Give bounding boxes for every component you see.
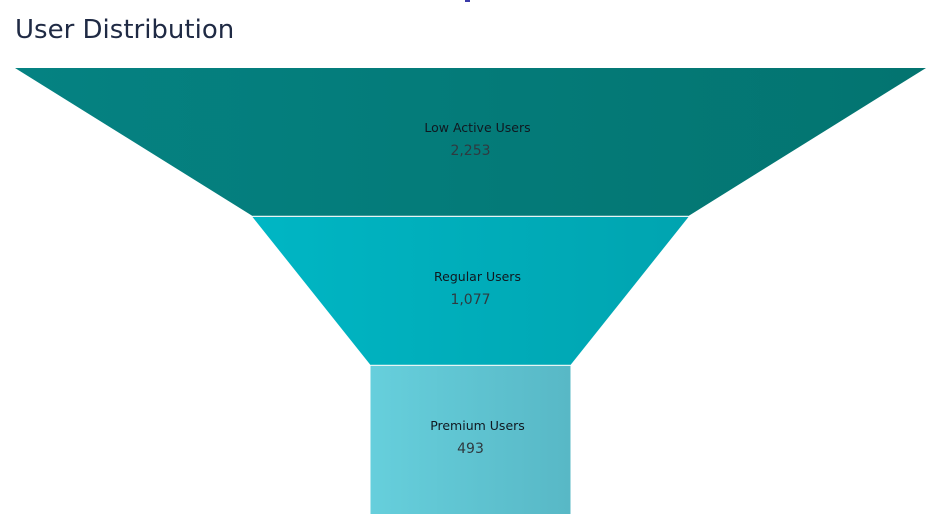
funnel-stage-shape[interactable] [370, 366, 571, 514]
funnel-stage-3[interactable]: Premium Users 493 [370, 366, 571, 514]
funnel-stage-label: Regular Users [434, 269, 521, 284]
funnel-stage-value: 493 [457, 441, 484, 457]
funnel-stage-label: Premium Users [430, 418, 525, 433]
funnel-stage-1[interactable]: Low Active Users 2,253 [15, 68, 926, 216]
funnel-stage-value: 1,077 [450, 292, 490, 308]
funnel-stage-shape[interactable] [252, 217, 689, 365]
funnel-stage-2[interactable]: Regular Users 1,077 [252, 217, 689, 365]
chart-title: User Distribution [15, 15, 235, 45]
funnel-stage-label: Low Active Users [424, 120, 530, 135]
funnel-stage-value: 2,253 [450, 143, 490, 159]
top-edge-mark [465, 0, 470, 2]
funnel-stage-shape[interactable] [15, 68, 926, 216]
